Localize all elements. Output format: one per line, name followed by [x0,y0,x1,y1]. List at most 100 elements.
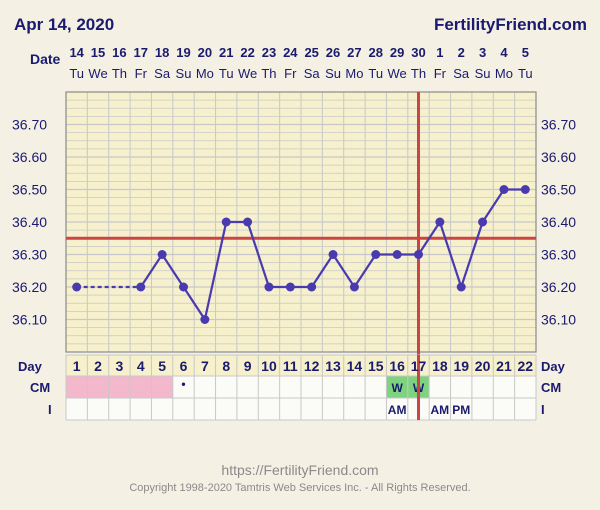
date-label: 18 [155,45,169,60]
y-axis-ticks: 36.10 36.10 36.20 36.20 36.30 36.30 36.40 36.40… [12,117,576,328]
cycle-info-rows: WW•AMAMPM1234567891011121314151617181920… [18,354,566,421]
date-label: 24 [283,45,298,60]
cycle-day-number: 9 [244,358,252,374]
y-tick-label-right: 36.30 [541,247,576,263]
y-tick-label-left: 36.20 [12,279,47,295]
data-point [264,282,274,292]
weekday-label: Su [475,66,491,81]
data-point [456,282,466,292]
data-point [499,185,509,194]
data-point [221,217,231,227]
data-point [307,282,317,292]
data-point [520,185,530,194]
date-label: 4 [500,45,508,60]
weekday-label: Fr [284,66,297,81]
data-point [200,315,210,324]
cm-mark-cell [386,376,408,398]
cycle-day-number: 3 [116,358,124,374]
cycle-day-number: 12 [304,358,320,374]
weekday-label: Tu [69,66,84,81]
date-label: 29 [390,45,404,60]
day-row-label-right: Day [541,359,566,374]
footer-url: https://FertilityFriend.com [221,462,378,478]
chart-date: Apr 14, 2020 [14,15,114,34]
cycle-day-number: 22 [518,358,534,374]
weekday-label: Sa [453,66,470,81]
y-tick-label-right: 36.40 [541,214,576,230]
date-label: 2 [458,45,465,60]
data-point [349,282,359,292]
date-label: 1 [436,45,443,60]
cycle-day-number: 19 [453,358,469,374]
weekday-label: Mo [345,66,363,81]
day-row-label: Day [18,359,43,374]
data-point [435,217,445,227]
date-label: 15 [91,45,105,60]
date-label: 5 [522,45,529,60]
weekday-label: Sa [154,66,171,81]
weekday-label: Th [112,66,127,81]
weekday-label: Th [261,66,276,81]
data-point [414,250,423,259]
cm-mark-text: W [391,381,403,395]
cycle-day-number: 15 [368,358,384,374]
weekday-label: Fr [135,66,148,81]
cycle-day-number: 14 [347,358,363,374]
weekday-label: Mo [495,66,513,81]
intercourse-mark: PM [452,403,470,417]
data-point [72,282,82,292]
footer-copyright: Copyright 1998-2020 Tamtris Web Services… [129,482,470,494]
temperature-series [72,185,530,324]
cycle-day-number: 2 [94,358,102,374]
cycle-day-number: 10 [261,358,277,374]
y-tick-label-right: 36.20 [541,279,576,295]
weekday-label: We [238,66,257,81]
y-tick-label-left: 36.10 [12,312,47,328]
date-label: 22 [240,45,254,60]
intercourse-mark: AM [431,403,450,417]
date-label: 30 [411,45,425,60]
cycle-day-number: 1 [73,358,81,374]
series-segment [438,221,463,288]
date-label: 26 [326,45,340,60]
y-tick-label-left: 36.60 [12,149,47,165]
date-label: 25 [304,45,318,60]
cycle-day-number: 5 [158,358,166,374]
cycle-day-number: 18 [432,358,448,374]
data-point [478,217,488,227]
cycle-day-number: 7 [201,358,209,374]
data-point [243,217,253,227]
series-segment [246,221,270,288]
y-tick-label-right: 36.10 [541,312,576,328]
series-segment [310,253,334,288]
weekday-label: Fr [434,66,447,81]
data-point [136,282,146,292]
y-tick-label-left: 36.70 [12,117,47,133]
series-segment [353,253,377,288]
data-point [328,250,338,259]
cycle-day-number: 8 [222,358,230,374]
cm-period-cell [130,376,152,398]
weekday-label: Tu [368,66,383,81]
plot-border [65,91,537,353]
series-segment [332,253,356,288]
y-tick-label-left: 36.30 [12,247,47,263]
weekday-label: We [388,66,407,81]
weekday-label: Tu [518,66,533,81]
date-label: 16 [112,45,126,60]
weekday-label: Tu [219,66,234,81]
cm-period-cell [66,376,88,398]
y-tick-label-right: 36.60 [541,149,576,165]
series-segment [481,188,505,223]
date-label: 17 [134,45,148,60]
cycle-day-number: 13 [325,358,341,374]
series-segment [203,221,228,320]
date-label: 23 [262,45,276,60]
weekday-label: Su [325,66,341,81]
date-row-label: Date [30,51,61,67]
y-tick-label-right: 36.50 [541,182,576,198]
cm-period-cell [108,376,131,398]
cm-period-cell [151,376,173,398]
date-label: 14 [69,45,84,60]
